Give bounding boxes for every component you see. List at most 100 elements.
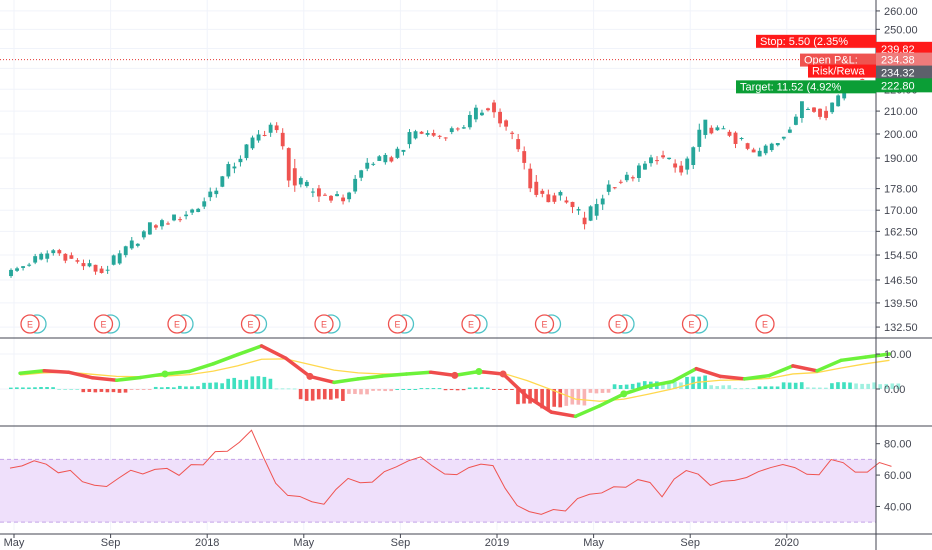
event-label: E <box>541 320 547 330</box>
candle-body <box>769 143 774 151</box>
candle-body <box>636 165 641 178</box>
macd-histogram-bar <box>552 389 557 407</box>
candle-body <box>238 158 243 163</box>
y-tick-label: 0.00 <box>884 384 905 396</box>
earnings-event-marker[interactable]: E <box>534 314 562 334</box>
candle-body <box>498 111 502 124</box>
event-circle <box>314 314 334 334</box>
macd-histogram-bar <box>184 386 188 389</box>
candle-body <box>606 184 611 192</box>
macd-histogram-bar <box>878 384 883 389</box>
macd-line-segment <box>863 352 892 359</box>
macd-histogram-bar <box>244 379 249 389</box>
macd-histogram-bar <box>322 389 327 400</box>
target-price-tag: 222.80 <box>881 80 915 92</box>
candle-body <box>504 120 509 127</box>
macd-cross-dot <box>620 390 628 398</box>
candle-body <box>123 246 128 256</box>
candle-body <box>510 132 515 134</box>
macd-line-segment <box>694 366 723 379</box>
earnings-event-marker[interactable]: E <box>755 314 775 334</box>
candle-body <box>763 145 768 154</box>
candle-body <box>51 250 56 254</box>
macd-histogram-bar <box>697 376 701 389</box>
macd-histogram-bar <box>793 382 798 389</box>
candle-body <box>323 194 327 196</box>
macd-histogram-bar <box>81 389 86 393</box>
macd-histogram-bar <box>588 389 593 393</box>
y-tick-label: 260.00 <box>884 6 918 18</box>
earnings-event-marker[interactable]: E <box>167 314 194 334</box>
macd-histogram-bar <box>630 383 635 389</box>
y-tick-label: 190.00 <box>884 153 918 165</box>
macd-line-segment <box>573 404 602 419</box>
macd-histogram-bar <box>818 387 822 389</box>
macd-histogram-bar <box>618 385 623 389</box>
earnings-event-marker[interactable]: E <box>608 314 635 334</box>
earnings-event-marker[interactable]: E <box>387 314 415 334</box>
candle-body <box>787 129 792 133</box>
candle-body <box>117 253 122 264</box>
earnings-event-marker[interactable]: E <box>461 314 488 334</box>
x-tick-label: May <box>583 537 604 549</box>
macd-histogram-bar <box>268 378 273 389</box>
candle-body <box>274 125 279 131</box>
macd-histogram-bar <box>75 389 80 390</box>
macd-histogram-bar <box>805 387 810 389</box>
candle-body <box>9 269 13 277</box>
macd-line-segment <box>670 366 699 384</box>
earnings-event-marker[interactable]: E <box>681 314 709 334</box>
macd-histogram-bar <box>371 389 375 391</box>
candle-body <box>27 264 32 266</box>
candle-body <box>377 156 382 161</box>
candle-body <box>618 181 623 183</box>
stop-price-tag-bg <box>876 41 932 56</box>
candle-body <box>443 137 448 139</box>
candle-body <box>824 110 829 118</box>
candle-body <box>57 250 62 254</box>
candle-body <box>353 178 358 192</box>
candle-body <box>624 174 629 181</box>
candle-body <box>298 178 303 185</box>
candle-body <box>534 181 539 195</box>
candle-body <box>99 268 104 273</box>
earnings-event-marker[interactable]: E <box>314 314 341 334</box>
candle-body <box>576 209 581 211</box>
entry-price-tag: 234.38 <box>881 55 915 67</box>
macd-histogram-bar <box>202 382 206 389</box>
macd-histogram-bar <box>612 384 617 389</box>
macd-histogram-bar <box>558 389 563 408</box>
macd-histogram-bar <box>147 389 152 390</box>
y-tick-label: 162.50 <box>884 226 918 238</box>
macd-histogram-bar <box>455 389 460 391</box>
macd-line-segment <box>66 370 95 380</box>
macd-histogram-bar <box>582 389 587 406</box>
macd-histogram-bar <box>45 387 49 389</box>
y-tick-label: 170.00 <box>884 205 918 217</box>
candle-body <box>292 168 297 186</box>
macd-histogram-bar <box>63 389 67 390</box>
earnings-event-marker[interactable]: E <box>20 314 47 334</box>
macd-line-segment <box>90 376 119 382</box>
candle-body <box>552 195 557 202</box>
candle-body <box>812 107 816 112</box>
earnings-event-marker[interactable]: E <box>240 314 268 334</box>
candle-body <box>836 95 841 107</box>
macd-histogram-bar <box>854 383 858 389</box>
macd-histogram-bar <box>214 382 218 389</box>
macd-histogram-bar <box>473 387 478 389</box>
candle-body <box>703 119 708 135</box>
candle-body <box>87 263 92 267</box>
candle-body <box>564 200 569 203</box>
candle-body <box>655 160 659 162</box>
macd-histogram-bar <box>763 386 768 389</box>
candle-body <box>612 187 617 189</box>
earnings-event-marker[interactable]: E <box>93 314 121 334</box>
candle-body <box>546 194 551 203</box>
candle-body <box>280 132 285 147</box>
macd-histogram-bar <box>274 388 279 390</box>
macd-histogram-bar <box>679 382 683 389</box>
